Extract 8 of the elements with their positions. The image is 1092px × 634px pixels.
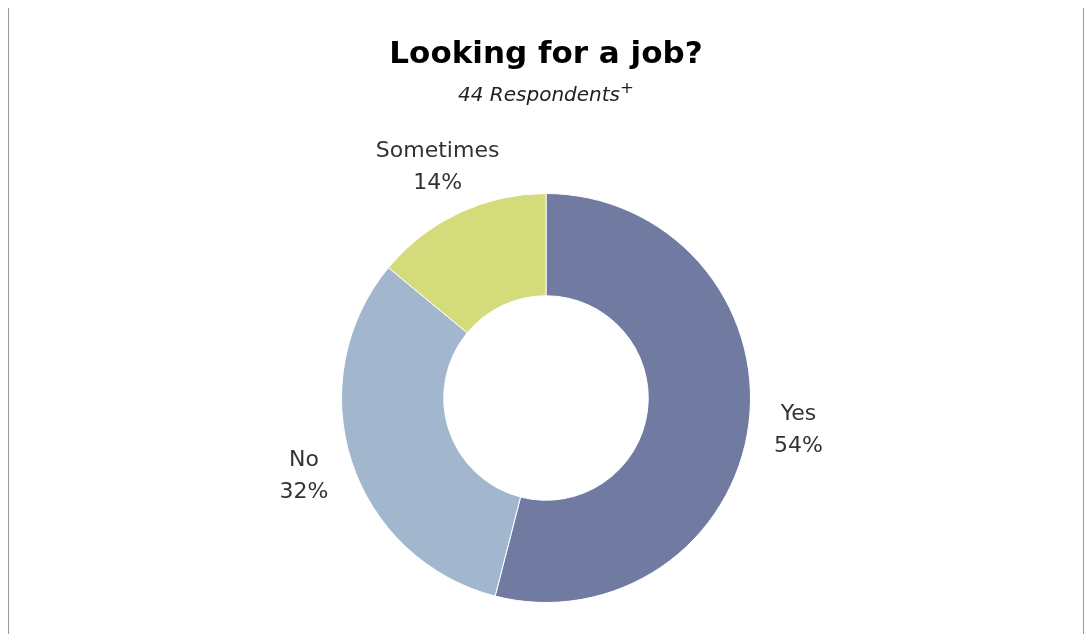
chart-subtitle: 44 Respondents$^{+}$ xyxy=(457,78,635,106)
data-label: 14% xyxy=(413,169,463,195)
data-label: 32% xyxy=(279,478,329,504)
slice-label: Sometimes xyxy=(375,137,500,163)
data-label: 54% xyxy=(774,431,823,457)
chart-title: Looking for a job? xyxy=(388,34,704,70)
slice-label: Yes xyxy=(779,399,817,425)
slice-label: No xyxy=(289,446,319,472)
